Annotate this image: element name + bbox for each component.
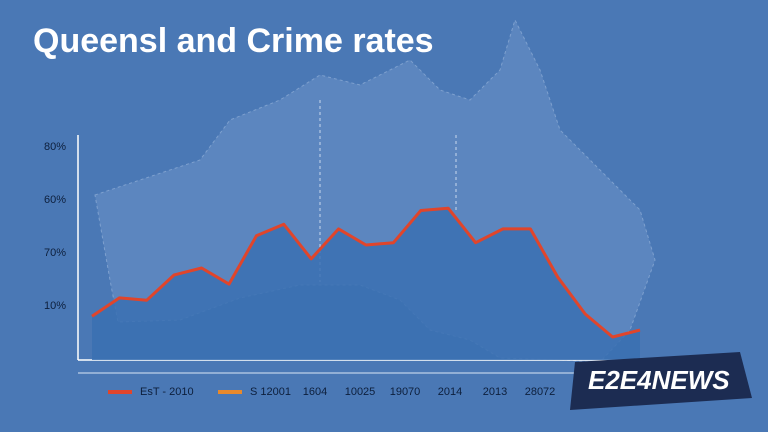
logo-badge: E2E4NEWS <box>570 352 752 410</box>
x-label: 19070 <box>390 386 421 398</box>
y-label: 70% <box>44 247 66 259</box>
line <box>91 206 641 339</box>
x-label: 28072 <box>525 386 556 398</box>
y-label: 80% <box>44 141 66 153</box>
y-label: 10% <box>44 300 66 312</box>
area <box>92 208 640 360</box>
x-label: 2014 <box>438 386 462 398</box>
logo: E2E4NEWS <box>588 365 730 395</box>
logo-bg <box>570 352 752 410</box>
x-label: 10025 <box>345 386 376 398</box>
y-label: 60% <box>44 194 66 206</box>
legend-label: S 12001 <box>250 386 291 398</box>
legend-label: EsT - 2010 <box>140 386 194 398</box>
x-label: 2013 <box>483 386 507 398</box>
chart-title: Queensl and Crime rates <box>33 22 434 60</box>
x-label: 1604 <box>303 386 327 398</box>
